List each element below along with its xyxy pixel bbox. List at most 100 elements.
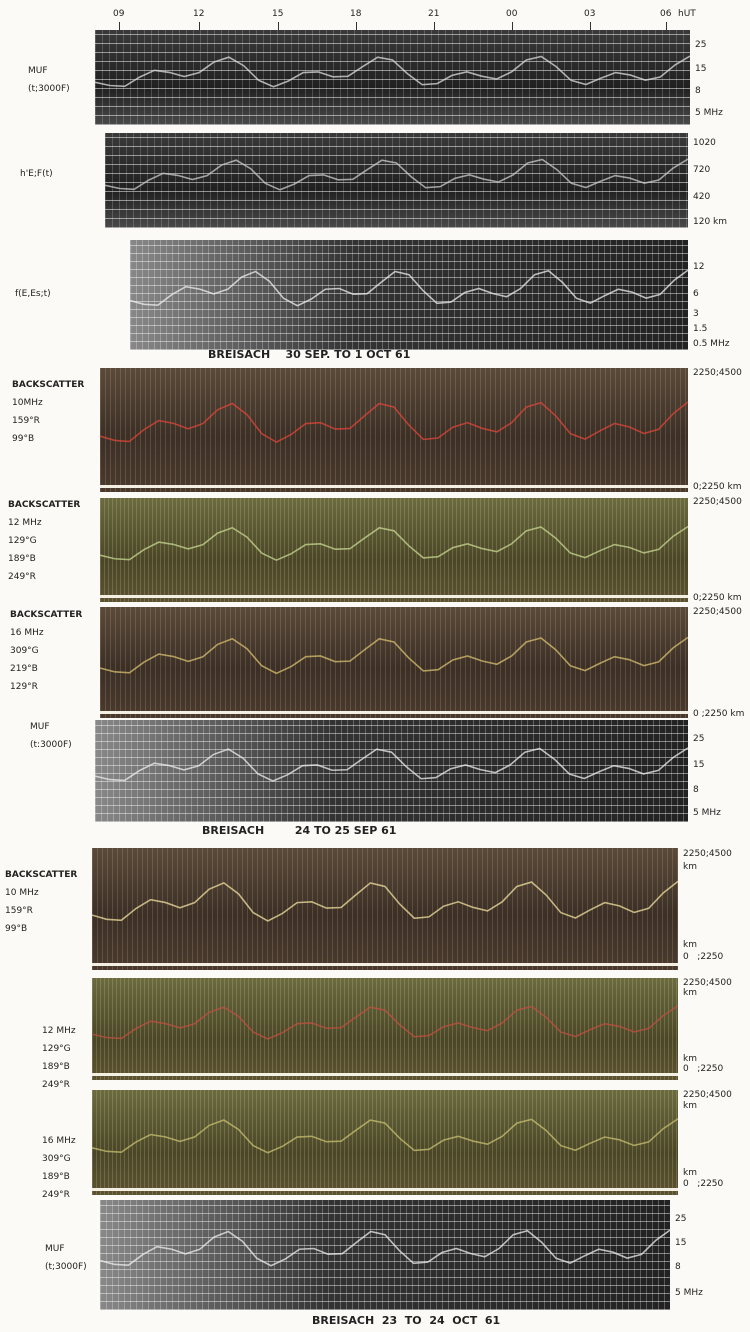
- scale-label: 0 ;2250: [683, 1180, 723, 1189]
- scale-label: 0;2250 km: [693, 483, 742, 492]
- scale-label: 8: [695, 87, 701, 96]
- panel-label: 249°R: [42, 1186, 76, 1204]
- trace-line: [130, 270, 688, 306]
- trace-line: [105, 159, 688, 190]
- panel-label: 99°B: [5, 920, 77, 938]
- scale-label: 15: [693, 761, 704, 770]
- strip-record: [92, 1090, 678, 1195]
- trace: [100, 1200, 670, 1310]
- scale-label: 1.5: [693, 325, 707, 334]
- trace-line: [92, 881, 678, 921]
- strip-record: [100, 498, 688, 602]
- panel-label: 16 MHz: [42, 1132, 76, 1150]
- scale-label: km: [683, 1055, 697, 1064]
- scale-label: km: [683, 1169, 697, 1178]
- scale-label: 8: [675, 1263, 681, 1272]
- panel-label: 129°G: [42, 1040, 76, 1058]
- scale-label: 12: [693, 263, 704, 272]
- panel-labels: MUF(t;3000F): [45, 1240, 87, 1276]
- time-tick: [590, 22, 591, 30]
- panel-label: 189°B: [42, 1058, 76, 1076]
- scale-label: km: [683, 941, 697, 950]
- time-label: 21: [428, 10, 439, 19]
- scale-label: 0;2250 km: [693, 594, 742, 603]
- panel-label: BACKSCATTER: [8, 496, 80, 514]
- trace-line: [100, 1230, 670, 1266]
- strip-record: [100, 368, 688, 492]
- time-tick: [666, 22, 667, 30]
- trace: [100, 368, 688, 492]
- time-label: 09: [113, 10, 124, 19]
- scale-label: 2250;4500: [683, 1091, 732, 1100]
- panel-labels: MUF(t;3000F): [28, 62, 70, 98]
- trace-line: [92, 1119, 678, 1153]
- panel-label: MUF: [30, 718, 72, 736]
- panel-label: (t;3000F): [45, 1258, 87, 1276]
- panel-label: 189°B: [8, 550, 80, 568]
- scale-label: 6: [693, 290, 699, 299]
- time-label: 18: [350, 10, 361, 19]
- trace-line: [100, 402, 688, 442]
- caption: BREISACH 24 TO 25 SEP 61: [202, 824, 396, 837]
- scale-label: 1020: [693, 139, 716, 148]
- strip-record: [95, 720, 688, 822]
- panel-label: 219°B: [10, 660, 82, 678]
- scale-label: 15: [675, 1239, 686, 1248]
- trace-line: [92, 1006, 678, 1039]
- panel-label: 10MHz: [12, 394, 84, 412]
- panel-label: h'E;F(t): [20, 165, 53, 183]
- strip-record: [105, 133, 688, 228]
- time-tick: [278, 22, 279, 30]
- strip-record: [100, 1200, 670, 1310]
- scale-label: 3: [693, 310, 699, 319]
- panel-label: 309°G: [42, 1150, 76, 1168]
- scale-label: km: [683, 863, 697, 872]
- strip-record: [92, 978, 678, 1080]
- baseline: [100, 711, 688, 714]
- time-label: 15: [272, 10, 283, 19]
- trace: [105, 133, 688, 228]
- scale-label: 120 km: [693, 218, 727, 227]
- panel-label: MUF: [28, 62, 70, 80]
- scale-label: 5 MHz: [695, 109, 723, 118]
- time-tick: [119, 22, 120, 30]
- caption: BREISACH 23 TO 24 OCT 61: [312, 1314, 500, 1327]
- panel-label: 159°R: [5, 902, 77, 920]
- scale-label: 0 ;2250 km: [693, 710, 744, 719]
- scale-label: 5 MHz: [693, 809, 721, 818]
- scale-label: km: [683, 989, 697, 998]
- scale-label: 25: [675, 1215, 686, 1224]
- trace: [92, 848, 678, 970]
- baseline: [100, 595, 688, 598]
- time-label: hUT: [678, 10, 696, 19]
- scale-label: 0 ;2250: [683, 1065, 723, 1074]
- panel-label: f(E,Es;t): [15, 285, 51, 303]
- trace: [95, 30, 690, 125]
- scale-label: 2250;4500: [683, 979, 732, 988]
- panel-label: 309°G: [10, 642, 82, 660]
- caption: BREISACH 30 SEP. TO 1 OCT 61: [208, 348, 410, 361]
- time-label: 03: [584, 10, 595, 19]
- time-tick: [512, 22, 513, 30]
- scale-label: 8: [693, 786, 699, 795]
- scale-label: 420: [693, 193, 710, 202]
- panel-label: 99°B: [12, 430, 84, 448]
- panel-label: BACKSCATTER: [12, 376, 84, 394]
- trace-line: [95, 748, 688, 781]
- scale-label: 25: [693, 735, 704, 744]
- trace: [100, 498, 688, 602]
- trace: [95, 720, 688, 822]
- panel-label: 12 MHz: [42, 1022, 76, 1040]
- panel-label: 249°R: [42, 1076, 76, 1094]
- trace-line: [100, 526, 688, 560]
- panel-label: BACKSCATTER: [10, 606, 82, 624]
- scale-label: 15: [695, 65, 706, 74]
- strip-record: [130, 240, 688, 350]
- baseline: [92, 1188, 678, 1191]
- trace-line: [100, 637, 688, 673]
- page: 0912151821000306hUTMUF(t;3000F)251585 MH…: [0, 0, 750, 1332]
